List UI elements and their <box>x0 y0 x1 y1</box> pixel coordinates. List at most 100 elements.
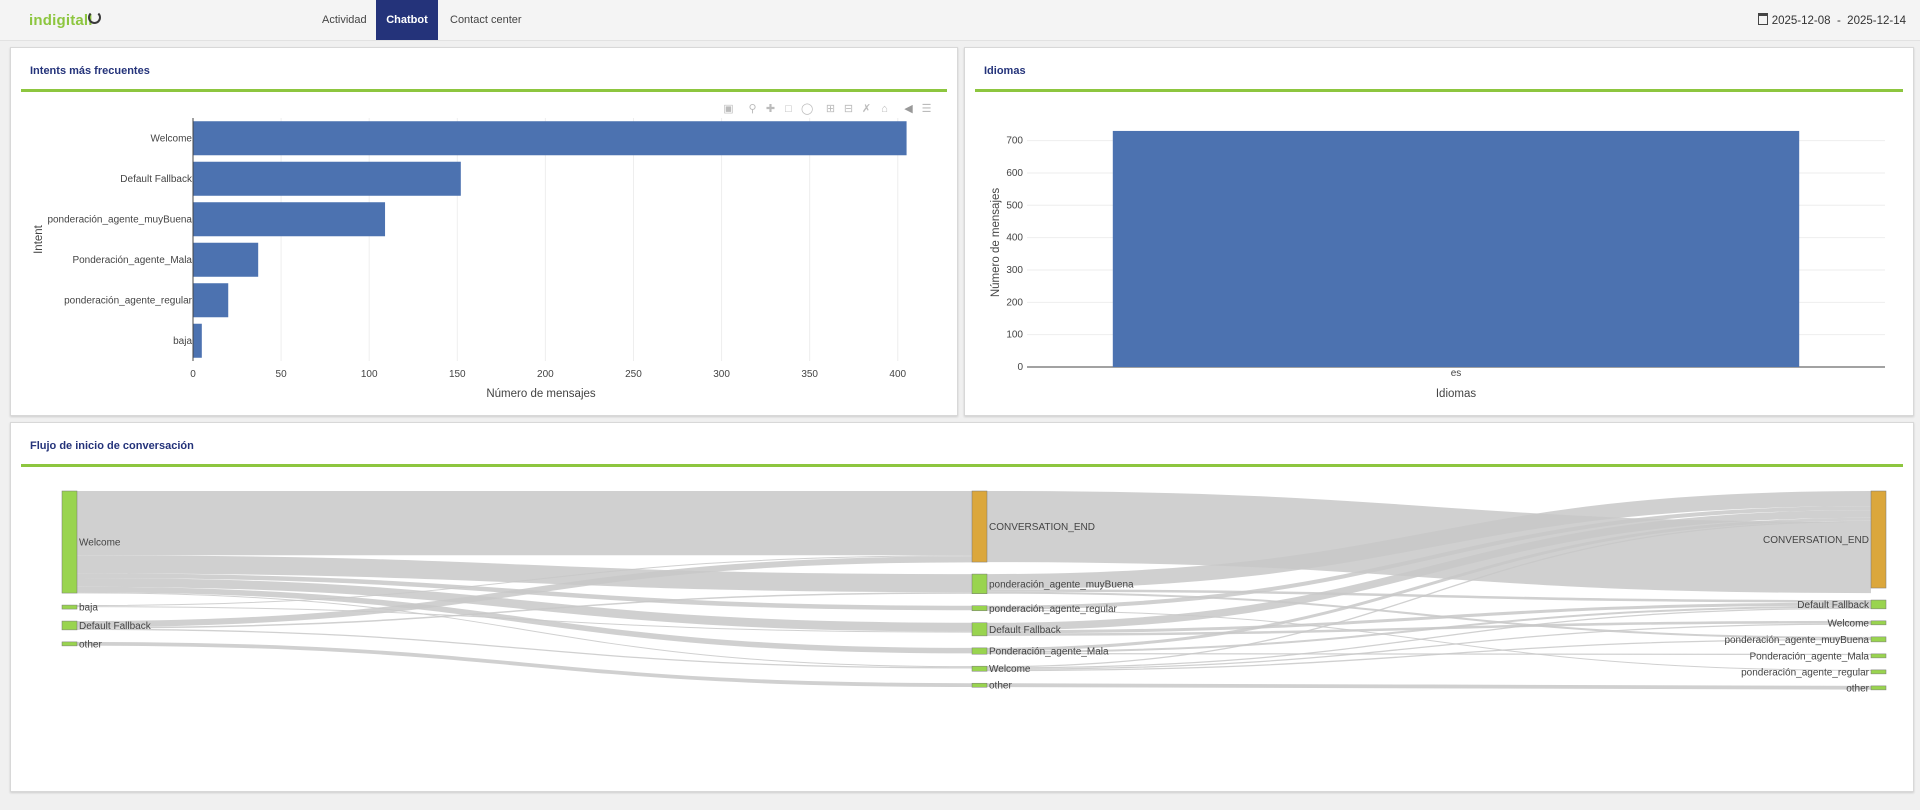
tab-chatbot[interactable]: Chatbot <box>376 0 438 40</box>
sankey-node-label: ponderación_agente_muyBuena <box>1724 635 1869 646</box>
sankey-node-label: Welcome <box>79 538 121 549</box>
sankey-link <box>76 592 973 629</box>
sankey-node <box>971 573 988 594</box>
sankey-node-label: Welcome <box>1828 618 1870 629</box>
sankey-link <box>76 555 973 607</box>
panel-divider <box>975 89 1903 92</box>
bar <box>193 121 907 156</box>
tab-actividad[interactable]: Actividad <box>322 14 367 26</box>
sankey-nodes: Welcome baja Default Fallback other CONVERSA… <box>61 490 1887 694</box>
zoom-out-icon[interactable]: ⊟ <box>843 103 854 115</box>
sankey-link <box>76 577 973 632</box>
y-tick-label: 0 <box>1017 362 1023 373</box>
sankey-node <box>61 620 78 631</box>
brand-logo[interactable]: indigitall <box>29 12 93 29</box>
sankey-node <box>61 641 78 647</box>
sankey-link <box>986 609 1872 671</box>
y-axis-title: Intent <box>33 224 45 254</box>
bar <box>1112 130 1800 367</box>
camera-icon[interactable]: ▣ <box>723 103 734 115</box>
panel-title: Flujo de inicio de conversación <box>30 440 194 452</box>
y-tick-label: Ponderación_agente_Mala <box>72 255 192 266</box>
date-range-picker[interactable]: 2025-12-08 - 2025-12-14 <box>1757 13 1906 27</box>
sankey-node <box>1870 669 1887 675</box>
sankey-link <box>986 623 1872 670</box>
reset-axes-icon[interactable]: ⌂ <box>881 103 888 115</box>
x-tick-label: 250 <box>625 369 642 380</box>
sankey-link <box>986 591 1872 639</box>
sankey-link <box>986 652 1872 656</box>
autoscale-icon[interactable]: ✗ <box>861 103 872 115</box>
sankey-node <box>1870 599 1887 610</box>
x-tick-label: 100 <box>361 369 378 380</box>
sankey-link <box>986 589 1872 603</box>
sankey-node-label: other <box>79 639 102 650</box>
conversation-flow-sankey: Welcome baja Default Fallback other CONVERSA… <box>61 490 1887 694</box>
sankey-node-label: baja <box>79 603 98 614</box>
x-tick-label: 400 <box>889 369 906 380</box>
sankey-node <box>971 665 988 672</box>
sankey-node-label: Welcome <box>989 664 1031 675</box>
top-nav-bar: indigitall Actividad Chatbot Contact cen… <box>0 0 1920 41</box>
pan-icon[interactable]: ✚ <box>765 103 776 115</box>
sankey-node <box>971 622 988 637</box>
bar <box>193 202 386 237</box>
sankey-node <box>971 647 988 655</box>
y-tick-label: 500 <box>1006 200 1023 211</box>
hover-closest-icon[interactable]: ◀ <box>904 103 913 115</box>
sankey-node-label: ponderación_agente_muyBuena <box>989 579 1134 590</box>
date-separator: - <box>1836 15 1841 27</box>
zoom-in-icon[interactable]: ⊞ <box>825 103 836 115</box>
x-axis-title: Número de mensajes <box>486 388 596 400</box>
x-tick-label: 0 <box>190 369 196 380</box>
box-select-icon[interactable]: □ <box>785 103 792 115</box>
intents-panel: Intents más frecuentes ▣ ⚲ ✚ □ ◯ ⊞ ⊟ ✗ ⌂… <box>10 47 958 416</box>
bar <box>193 323 202 358</box>
lasso-select-icon[interactable]: ◯ <box>801 103 814 115</box>
sankey-link <box>76 555 973 593</box>
y-axis-title: Número de mensajes <box>990 188 1002 298</box>
brand-logo-icon <box>88 11 101 24</box>
x-tick-label: es <box>1451 368 1462 379</box>
sankey-node <box>1870 685 1887 691</box>
sankey-node <box>971 605 988 612</box>
y-tick-label: 200 <box>1006 297 1023 308</box>
sankey-link <box>76 556 973 628</box>
sankey-link <box>76 586 973 654</box>
sankey-node-label: ponderación_agente_regular <box>989 604 1118 615</box>
bar <box>193 283 229 318</box>
panel-title: Idiomas <box>984 65 1026 77</box>
flujo-panel: Flujo de inicio de conversación Welcome b… <box>10 422 1914 792</box>
idiomas-panel: Idiomas 0 100 200 300 400 500 600 700 es Idiomas N… <box>964 47 1914 416</box>
hover-compare-icon[interactable]: ☰ <box>921 103 932 115</box>
sankey-link <box>986 602 1872 634</box>
panel-title: Intents más frecuentes <box>30 65 150 77</box>
sankey-node <box>1870 620 1887 626</box>
idiomas-bar-chart: 0 100 200 300 400 500 600 700 es Idiomas Número de… <box>990 130 1885 400</box>
x-tick-label: 50 <box>276 369 288 380</box>
y-tick-label: 600 <box>1006 168 1023 179</box>
sankey-node-label: Ponderación_agente_Mala <box>989 647 1109 658</box>
y-tick-label: 100 <box>1006 330 1023 341</box>
tab-contact-center[interactable]: Contact center <box>450 14 522 26</box>
intents-bar-chart: 0 50 100 150 200 250 300 350 400 Welcome Default F… <box>33 118 907 400</box>
sankey-link <box>76 628 973 669</box>
y-tick-label: ponderación_agente_muyBuena <box>47 214 192 225</box>
y-tick-label: 400 <box>1006 233 1023 244</box>
sankey-node-label: Default Fallback <box>1797 600 1870 611</box>
y-tick-label: ponderación_agente_regular <box>64 295 193 306</box>
y-tick-label: 700 <box>1006 136 1023 147</box>
y-tick-label: Default Fallback <box>120 174 193 185</box>
sankey-link <box>986 607 1872 669</box>
x-axis-title: Idiomas <box>1436 388 1477 400</box>
sankey-link <box>76 606 973 633</box>
date-to: 2025-12-14 <box>1847 15 1906 27</box>
zoom-icon[interactable]: ⚲ <box>748 103 757 115</box>
sankey-node <box>1870 490 1887 589</box>
calendar-icon <box>1757 13 1768 25</box>
bar <box>193 161 461 196</box>
sankey-node <box>61 490 78 594</box>
sankey-node-label: CONVERSATION_END <box>989 522 1095 533</box>
sankey-link <box>986 605 1872 653</box>
sankey-link <box>986 683 1872 690</box>
